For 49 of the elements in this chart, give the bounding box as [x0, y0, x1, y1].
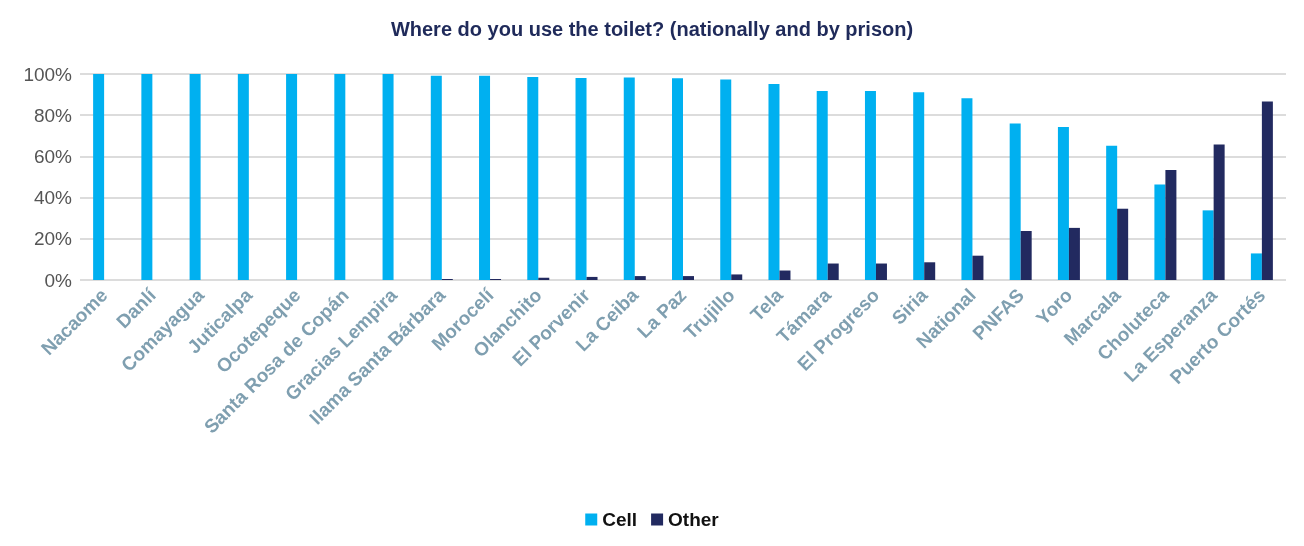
bar	[1250, 253, 1262, 280]
bar	[527, 77, 539, 280]
y-tick-label: 0%	[44, 269, 73, 291]
bar	[720, 79, 732, 280]
bar	[575, 77, 587, 280]
y-tick-label: 80%	[33, 104, 73, 126]
y-tick-label: 100%	[23, 63, 73, 85]
bar	[779, 270, 791, 280]
bar	[634, 276, 646, 280]
bar	[827, 263, 839, 280]
y-tick-label: 20%	[33, 228, 73, 250]
bar	[816, 90, 828, 280]
bar	[1057, 126, 1069, 280]
y-tick-label: 40%	[33, 187, 73, 209]
bar	[1009, 123, 1021, 280]
bar	[672, 78, 683, 280]
bar	[93, 74, 105, 280]
bar	[286, 74, 298, 280]
bar	[430, 75, 442, 280]
bar	[1106, 145, 1118, 280]
bar	[189, 74, 201, 280]
bar	[334, 74, 346, 280]
bar	[1117, 208, 1129, 280]
bar	[1165, 170, 1177, 280]
bar	[864, 90, 876, 280]
legend-label: Cell	[602, 509, 638, 530]
bar	[1261, 101, 1273, 280]
bar	[683, 276, 694, 280]
bar	[586, 276, 598, 280]
bar	[479, 75, 491, 280]
bar	[924, 262, 936, 280]
bar	[731, 274, 743, 280]
bar	[1154, 184, 1166, 280]
bar	[768, 84, 780, 280]
bar	[1068, 227, 1080, 280]
bar	[237, 74, 249, 280]
bar	[972, 255, 984, 280]
bar	[382, 74, 394, 280]
bar	[913, 92, 925, 280]
bar	[623, 77, 635, 280]
bar	[1202, 210, 1214, 280]
bar	[141, 74, 153, 280]
legend-label: Other	[668, 509, 720, 530]
bar	[961, 98, 973, 280]
bar	[1020, 230, 1032, 280]
y-tick-label: 60%	[33, 145, 73, 167]
bar	[1213, 144, 1225, 280]
bar	[875, 263, 887, 280]
chart-title: Where do you use the toilet? (nationally and by prison)	[390, 18, 914, 40]
